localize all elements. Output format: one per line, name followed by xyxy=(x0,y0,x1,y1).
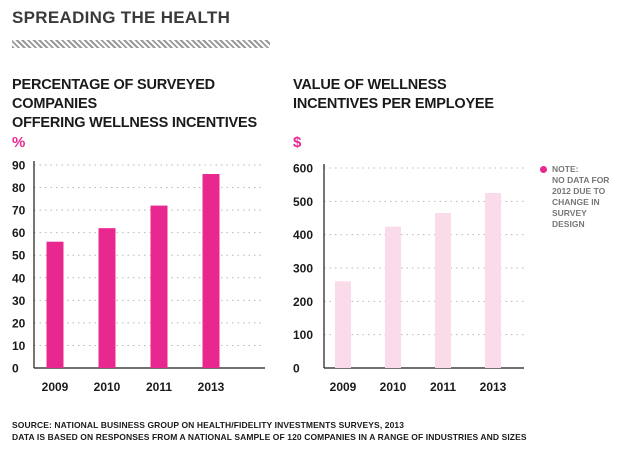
page-title: SPREADING THE HEALTH xyxy=(12,8,231,27)
y-unit-label: % xyxy=(12,134,25,151)
x-category-label: 2010 xyxy=(94,380,121,394)
x-category-label: 2009 xyxy=(330,380,357,394)
source-line-1: SOURCE: NATIONAL BUSINESS GROUP ON HEALT… xyxy=(12,420,405,430)
y-tick-label: 200 xyxy=(293,295,313,309)
y-tick-label: 80 xyxy=(12,181,26,195)
x-category-label: 2011 xyxy=(146,380,172,394)
x-category-label: 2010 xyxy=(380,380,407,394)
x-category-label: 2013 xyxy=(480,380,507,394)
y-tick-label: 0 xyxy=(293,362,300,376)
note-text: NOTE: NO DATA FOR 2012 DUE TO CHANGE IN … xyxy=(552,164,610,229)
y-tick-label: 90 xyxy=(12,159,26,173)
bar xyxy=(485,193,501,368)
x-category-label: 2011 xyxy=(430,380,456,394)
y-tick-label: 20 xyxy=(12,316,26,330)
y-tick-label: 70 xyxy=(12,204,26,218)
y-tick-label: 0 xyxy=(12,362,19,376)
left-chart-title: PERCENTAGE OF SURVEYED COMPANIES OFFERIN… xyxy=(12,77,257,131)
bar xyxy=(385,226,401,368)
y-tick-label: 500 xyxy=(293,195,313,209)
source-line-2: DATA IS BASED ON RESPONSES FROM A NATION… xyxy=(12,432,527,442)
percentage-bar-chart: % 0 10 20 30 40 50 60 70 80 90 2009 2010 2011 2013 xyxy=(12,134,265,394)
y-tick-label: 100 xyxy=(293,328,313,342)
y-unit-label: $ xyxy=(293,134,302,151)
x-category-label: 2009 xyxy=(42,380,69,394)
y-tick-label: 40 xyxy=(12,271,26,285)
title-stripe-divider xyxy=(12,40,270,48)
right-chart-title: VALUE OF WELLNESS INCENTIVES PER EMPLOYE… xyxy=(293,77,494,112)
x-category-label: 2013 xyxy=(198,380,225,394)
value-bar-chart: $0 100 200 300 400 500 600 2009 2010 2011 2013 xyxy=(293,134,524,394)
bar xyxy=(46,241,64,368)
y-tick-label: 60 xyxy=(12,226,26,240)
bar xyxy=(150,205,168,368)
y-tick-label: 50 xyxy=(12,249,26,263)
y-tick-label: 300 xyxy=(293,262,313,276)
y-tick-label: 10 xyxy=(12,339,26,353)
bar xyxy=(98,228,116,368)
bar xyxy=(335,281,351,368)
y-tick-label: 600 xyxy=(293,162,313,176)
y-tick-label: 30 xyxy=(12,294,26,308)
y-tick-label: 400 xyxy=(293,228,313,242)
bar xyxy=(435,213,451,368)
note-bullet-dot xyxy=(540,166,547,173)
bar xyxy=(202,174,220,368)
